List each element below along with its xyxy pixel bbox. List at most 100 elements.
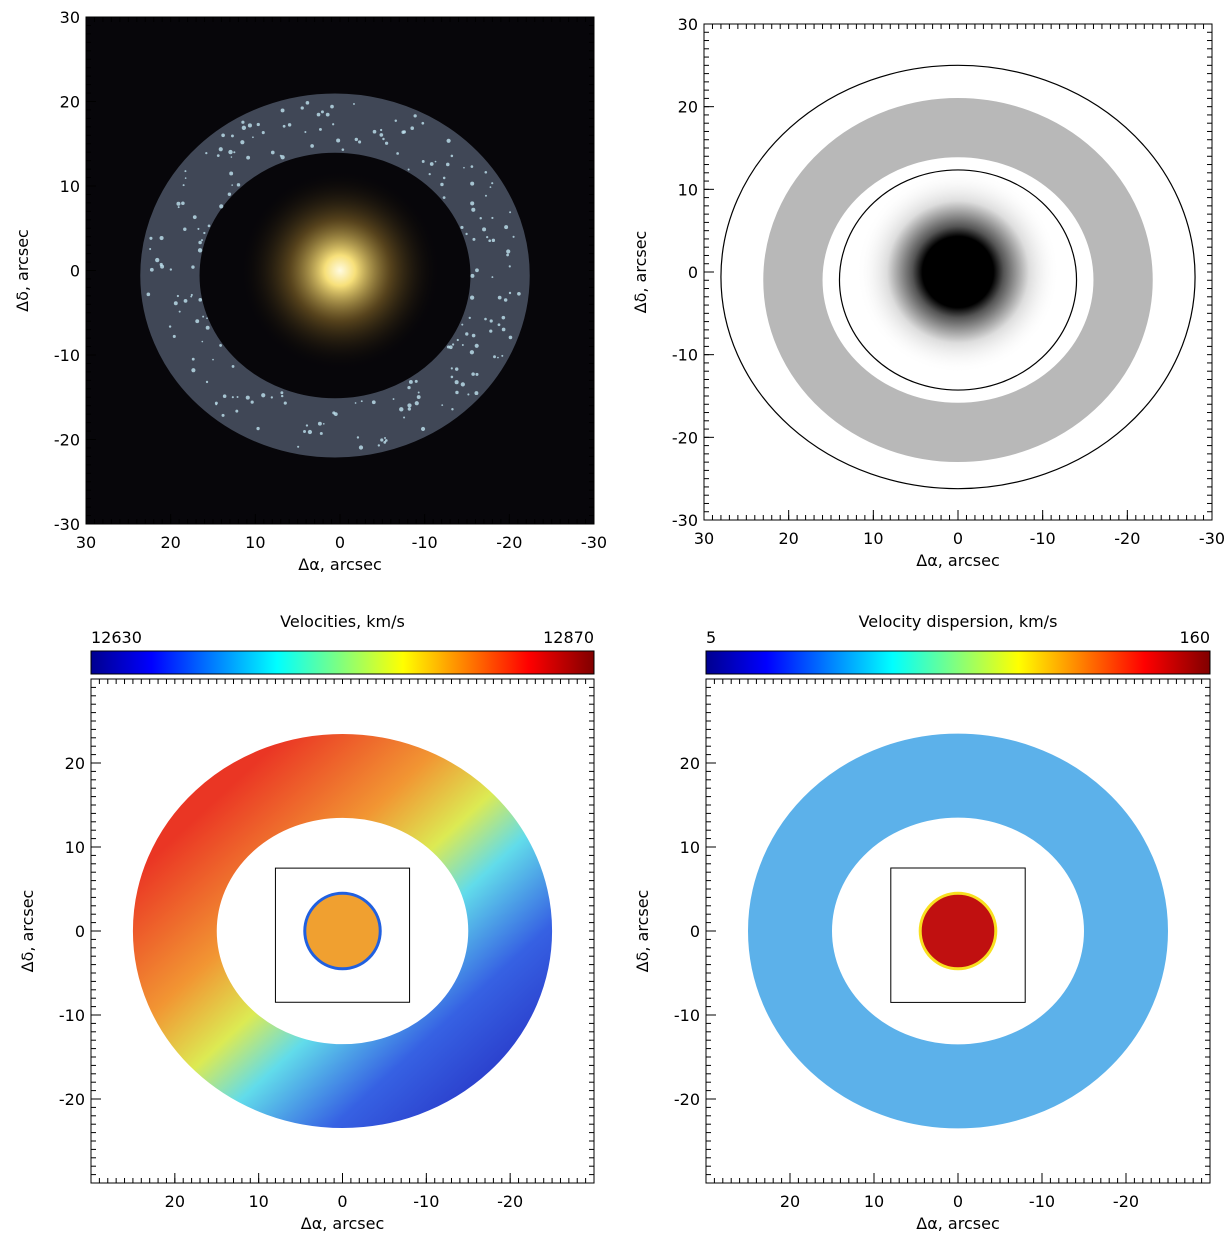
knot xyxy=(178,310,181,313)
knot xyxy=(149,248,152,251)
knot xyxy=(183,227,187,231)
knot xyxy=(489,329,493,333)
knot xyxy=(501,315,506,320)
knot xyxy=(460,382,465,387)
knot xyxy=(247,123,252,128)
knot xyxy=(182,184,185,187)
colorbar-title: Velocity dispersion, km/s xyxy=(859,612,1058,631)
knot xyxy=(450,375,454,379)
knot xyxy=(384,439,388,442)
knot xyxy=(413,114,417,118)
knot xyxy=(358,445,364,450)
x-axis-label: Δα, arcsec xyxy=(298,555,381,574)
x-tick-label: 20 xyxy=(780,1192,800,1211)
knot xyxy=(377,444,381,447)
knot xyxy=(429,162,434,166)
knot xyxy=(283,401,287,405)
knot xyxy=(155,257,160,263)
knot xyxy=(354,402,357,404)
x-tick-label: -20 xyxy=(496,533,522,552)
knot xyxy=(421,160,425,163)
y-tick-label: -10 xyxy=(674,1006,700,1025)
knot xyxy=(497,295,502,300)
knot xyxy=(408,380,413,384)
knot xyxy=(231,396,234,399)
y-tick-label: -10 xyxy=(54,346,80,365)
knot xyxy=(205,152,208,155)
y-axis-label: Δδ, arcsec xyxy=(633,890,652,973)
knot xyxy=(177,206,180,209)
knot xyxy=(310,144,314,148)
knot xyxy=(382,137,385,141)
knot xyxy=(176,294,179,298)
knot xyxy=(380,438,384,442)
knot xyxy=(451,343,455,346)
knot xyxy=(207,224,211,228)
knot xyxy=(229,171,234,176)
knot xyxy=(197,248,203,253)
knot xyxy=(261,393,266,398)
knot xyxy=(205,325,210,330)
knot xyxy=(280,108,285,113)
knot xyxy=(441,404,444,406)
y-tick-label: -10 xyxy=(672,346,698,365)
y-tick-label: 0 xyxy=(75,922,85,941)
knot xyxy=(484,317,487,321)
knot xyxy=(231,184,233,186)
ring-outline xyxy=(720,64,1196,490)
knot xyxy=(407,168,410,171)
x-tick-label: 10 xyxy=(864,1192,884,1211)
knot xyxy=(461,323,464,326)
y-tick-label: 0 xyxy=(690,922,700,941)
knot xyxy=(332,123,335,126)
knot xyxy=(455,390,459,395)
core xyxy=(856,170,1060,374)
x-axis-label: Δα, arcsec xyxy=(916,1214,999,1233)
knot xyxy=(241,120,245,124)
knot xyxy=(212,358,214,361)
knot xyxy=(280,391,284,395)
knot xyxy=(172,334,176,338)
knot xyxy=(287,123,292,127)
knot xyxy=(383,440,387,444)
knot xyxy=(414,401,419,406)
x-tick-label: 10 xyxy=(863,529,883,548)
knot xyxy=(256,122,260,127)
knot xyxy=(360,400,363,403)
knot xyxy=(470,201,475,206)
knot xyxy=(403,416,406,419)
knot xyxy=(470,165,474,168)
x-tick-label: 20 xyxy=(165,1192,185,1211)
knot xyxy=(454,367,459,371)
knot xyxy=(508,291,512,295)
knot xyxy=(442,176,446,180)
knot xyxy=(448,345,453,350)
knot xyxy=(407,385,411,390)
knot xyxy=(261,131,265,135)
knot xyxy=(501,354,504,357)
ring-outline xyxy=(838,169,1078,391)
y-tick-label: -20 xyxy=(674,1090,700,1109)
knot xyxy=(216,154,220,158)
knot xyxy=(460,225,464,230)
colorbar-max: 160 xyxy=(1179,628,1210,647)
y-axis-label: Δδ, arcsec xyxy=(631,231,650,314)
y-tick-label: 10 xyxy=(60,177,80,196)
knot xyxy=(353,102,355,105)
knot xyxy=(169,268,173,271)
knot xyxy=(371,400,376,405)
knot xyxy=(488,239,492,243)
y-tick-label: 0 xyxy=(688,263,698,282)
knot xyxy=(241,125,247,130)
y-axis-label: Δδ, arcsec xyxy=(13,229,32,312)
x-tick-label: 0 xyxy=(953,529,963,548)
knot xyxy=(149,267,154,272)
knot xyxy=(472,237,476,241)
knot xyxy=(236,183,241,187)
y-tick-label: 30 xyxy=(678,15,698,34)
knot xyxy=(509,211,512,214)
knot xyxy=(195,319,200,324)
knot xyxy=(434,160,437,163)
knot xyxy=(191,265,195,269)
